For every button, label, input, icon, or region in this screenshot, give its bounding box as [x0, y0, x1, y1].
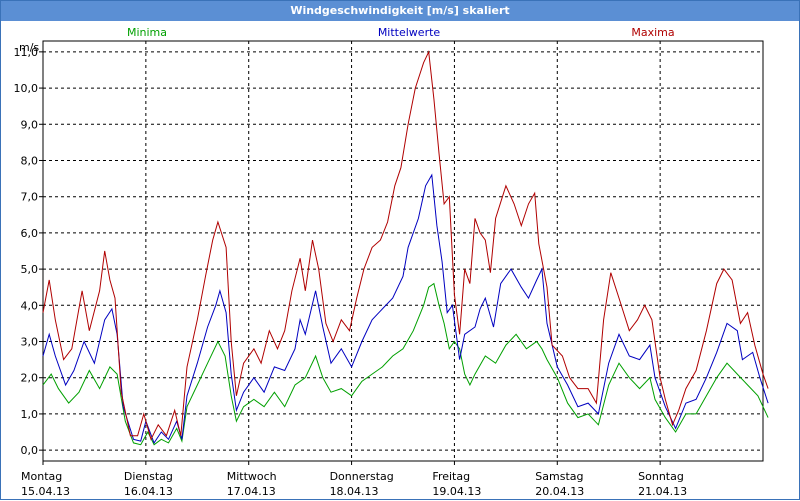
x-tick-label-date: 21.04.13	[638, 485, 687, 498]
x-tick-label-date: 16.04.13	[124, 485, 173, 498]
y-tick-label: 7,0	[21, 191, 39, 204]
x-tick-label-date: 20.04.13	[535, 485, 584, 498]
plot-frame	[42, 40, 764, 462]
legend-item-mittelwerte: Mittelwerte	[378, 26, 441, 39]
x-tick-label-day: Donnerstag	[330, 470, 394, 483]
y-tick-label: 3,0	[21, 336, 39, 349]
x-tick-label-date: 18.04.13	[330, 485, 379, 498]
x-tick-label-date: 17.04.13	[227, 485, 276, 498]
x-tick-label-date: 15.04.13	[21, 485, 70, 498]
y-tick-label: 1,0	[21, 408, 39, 421]
axes: 0,0 1,0 2,0 3,0 4,0 5,0 6,0 7,0 8,0 9,0 10,0 11,0m/…	[14, 40, 764, 498]
grid	[43, 41, 764, 461]
y-tick-label: 11,0	[14, 46, 39, 59]
x-tick-label-day: Dienstag	[124, 470, 173, 483]
x-tick-label-day: Sonntag	[638, 470, 684, 483]
y-tick-label: 8,0	[21, 154, 39, 167]
y-tick-label: 5,0	[21, 263, 39, 276]
x-tick-label-date: 19.04.13	[432, 485, 481, 498]
series-line-mittelwerte	[42, 173, 769, 444]
x-tick-label-day: Samstag	[535, 470, 583, 483]
x-tick-label-day: Mittwoch	[227, 470, 277, 483]
y-tick-label: 4,0	[21, 299, 39, 312]
series-line-minima	[42, 282, 769, 446]
window-title: Windgeschwindigkeit [m/s] skaliert	[1, 1, 799, 21]
y-tick-label: 0,0	[21, 444, 39, 457]
legend-item-maxima: Maxima	[631, 26, 674, 39]
y-axis-label: m/s	[19, 41, 39, 54]
x-tick-label-day: Montag	[21, 470, 62, 483]
y-tick-label: 9,0	[21, 118, 39, 131]
legend: Minima Mittelwerte Maxima	[127, 26, 675, 39]
y-tick-label: 6,0	[21, 227, 39, 240]
series-lines	[42, 50, 769, 446]
legend-item-minima: Minima	[127, 26, 167, 39]
series-line-maxima	[42, 50, 769, 441]
y-tick-label: 2,0	[21, 372, 39, 385]
y-tick-label: 10,0	[14, 82, 39, 95]
x-tick-label-day: Freitag	[432, 470, 470, 483]
